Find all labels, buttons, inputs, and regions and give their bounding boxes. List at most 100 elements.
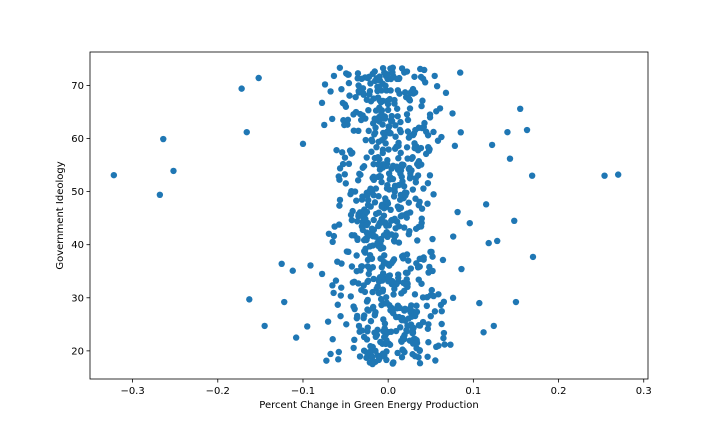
scatter-point [367, 98, 375, 105]
x-tick-label: 0.3 [636, 386, 652, 397]
scatter-point [381, 69, 388, 76]
scatter-point [414, 172, 422, 179]
scatter-point [362, 215, 369, 223]
scatter-point [395, 313, 403, 321]
scatter-point [457, 69, 464, 76]
scatter-point [399, 334, 407, 341]
scatter-point [418, 102, 425, 110]
scatter-point [389, 162, 397, 170]
scatter-point [341, 154, 349, 161]
scatter-point [364, 328, 371, 335]
scatter-point [398, 354, 406, 361]
scatter-point [343, 321, 350, 328]
scatter-point [330, 72, 338, 80]
scatter-point [435, 342, 442, 349]
scatter-point [368, 354, 376, 361]
scatter-point [435, 291, 442, 298]
scatter-point [423, 302, 431, 310]
scatter-point [347, 293, 354, 300]
scatter-point [378, 178, 385, 186]
scatter-point [409, 154, 416, 161]
scatter-point [337, 312, 344, 320]
scatter-point [391, 185, 398, 192]
scatter-point [416, 322, 424, 329]
scatter-point [388, 231, 395, 238]
scatter-point [386, 341, 394, 348]
scatter-point [387, 206, 394, 213]
scatter-point [429, 235, 436, 243]
y-tick-label: 70 [71, 81, 84, 92]
scatter-point [325, 230, 333, 237]
scatter-point [371, 77, 379, 85]
scatter-point [359, 85, 367, 92]
scatter-point [278, 260, 285, 268]
scatter-point [436, 105, 444, 112]
scatter-point [358, 327, 366, 334]
scatter-point [337, 292, 345, 299]
scatter-point [355, 127, 362, 135]
scatter-point [418, 215, 425, 222]
scatter-point [371, 117, 379, 124]
scatter-point [392, 122, 399, 129]
scatter-point [299, 140, 307, 148]
scatter-point [363, 221, 371, 229]
y-axis-title: Government Ideology [55, 161, 66, 269]
scatter-point [382, 327, 389, 334]
scatter-point [401, 89, 409, 96]
scatter-point [389, 360, 396, 367]
scatter-point [398, 212, 406, 219]
scatter-point [383, 356, 390, 364]
scatter-point [370, 216, 377, 224]
scatter-point [395, 223, 403, 230]
scatter-point [360, 333, 368, 341]
scatter-point [485, 239, 492, 247]
scatter-point [403, 144, 411, 151]
scatter-point [370, 160, 377, 168]
scatter-point [407, 170, 414, 177]
scatter-point [110, 171, 118, 179]
scatter-point [397, 324, 404, 331]
scatter-point [377, 338, 384, 346]
scatter-point [372, 124, 379, 131]
scatter-point [380, 333, 388, 341]
scatter-point [395, 155, 402, 162]
scatter-point [304, 323, 311, 330]
scatter-point [379, 288, 386, 295]
scatter-point [403, 68, 411, 75]
scatter-point [292, 334, 300, 341]
scatter-point [335, 348, 342, 356]
y-axis: 20 30 40 50 60 70 [71, 81, 90, 357]
scatter-point [387, 130, 394, 137]
scatter-point [390, 193, 398, 200]
scatter-point [351, 336, 358, 344]
x-tick-label: −0.3 [120, 386, 144, 397]
scatter-point [350, 303, 357, 310]
scatter-point [365, 106, 372, 114]
scatter-point [407, 265, 415, 272]
scatter-point [377, 99, 385, 106]
scatter-point [397, 167, 405, 174]
scatter-point [323, 357, 330, 364]
scatter-point [517, 105, 524, 113]
scatter-point [246, 296, 253, 303]
scatter-point [400, 224, 408, 231]
scatter-point [318, 99, 326, 107]
data-points [110, 64, 622, 368]
scatter-point [339, 149, 346, 156]
scatter-point [528, 172, 536, 179]
scatter-point [380, 258, 388, 266]
scatter-point [376, 156, 383, 163]
scatter-point [426, 114, 434, 121]
scatter-point [342, 180, 350, 187]
scatter-point [351, 232, 358, 239]
scatter-point [490, 322, 497, 330]
scatter-point [383, 87, 390, 94]
scatter-point [344, 121, 351, 128]
x-tick-label: −0.2 [206, 386, 230, 397]
scatter-point [360, 314, 367, 322]
scatter-point [422, 128, 430, 135]
scatter-point [368, 148, 375, 155]
scatter-point [404, 210, 411, 217]
scatter-point [349, 207, 356, 215]
